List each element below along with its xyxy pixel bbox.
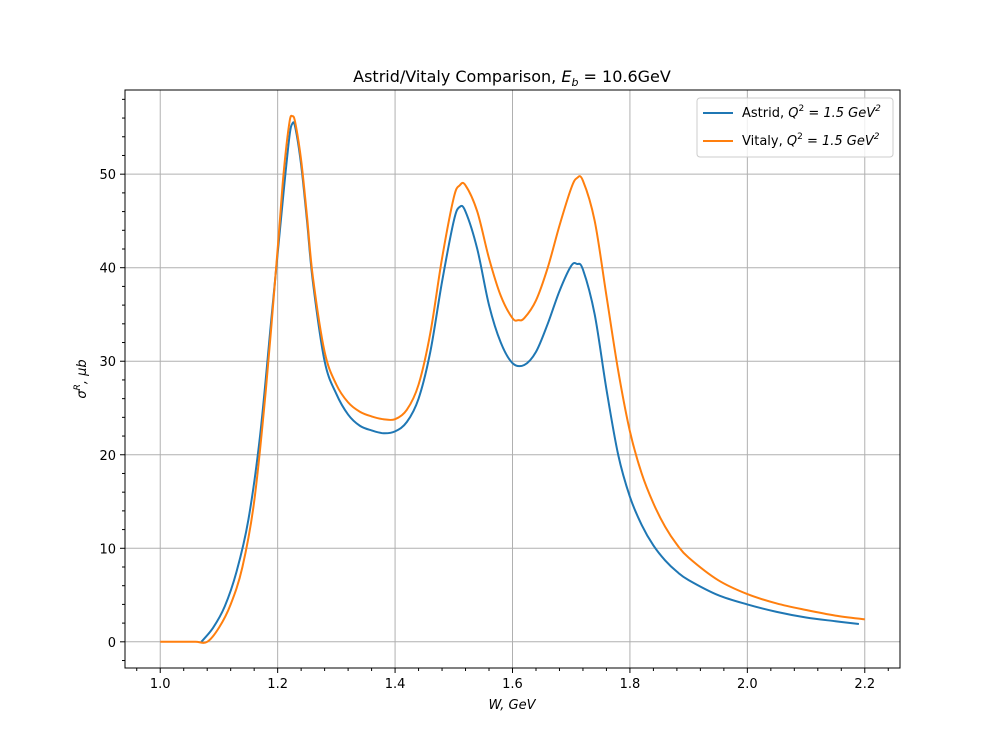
series-layer [160, 114, 865, 644]
y-axis-label: σR, μb [73, 359, 90, 398]
y-axis: 0 10 20 30 40 50 [99, 98, 125, 662]
series-line-vitaly [160, 114, 865, 644]
legend: Astrid, Q2 = 1.5 GeV2 Vitaly, Q2 = 1.5 G… [696, 97, 894, 158]
x-tick-label: 1.2 [267, 677, 288, 692]
legend-label-vitaly: Vitaly, Q2 = 1.5 GeV2 [742, 132, 880, 149]
legend-label-astrid: Astrid, Q2 = 1.5 GeV2 [742, 104, 881, 121]
x-tick-label: 1.6 [502, 677, 523, 692]
y-tick-label: 20 [99, 449, 116, 464]
x-tick-label: 1.0 [150, 677, 171, 692]
y-tick-label: 0 [108, 636, 116, 651]
x-tick-label: 1.4 [385, 677, 406, 692]
x-tick-label: 2.2 [854, 677, 875, 692]
chart-title: Astrid/Vitaly Comparison, Eb = 10.6GeV [353, 67, 671, 89]
x-tick-label: 2.0 [737, 677, 758, 692]
x-tick-label: 1.8 [620, 677, 641, 692]
legend-box [696, 97, 894, 158]
series-line-astrid [200, 121, 860, 643]
x-axis: 1.0 1.2 1.4 1.6 1.8 2.0 2.2 [136, 668, 889, 692]
grid [125, 90, 900, 668]
y-tick-label: 50 [99, 168, 116, 183]
y-tick-label: 10 [99, 542, 116, 557]
x-axis-label: W, GeV [488, 698, 536, 713]
y-tick-label: 30 [99, 355, 116, 370]
y-tick-label: 40 [99, 262, 116, 277]
